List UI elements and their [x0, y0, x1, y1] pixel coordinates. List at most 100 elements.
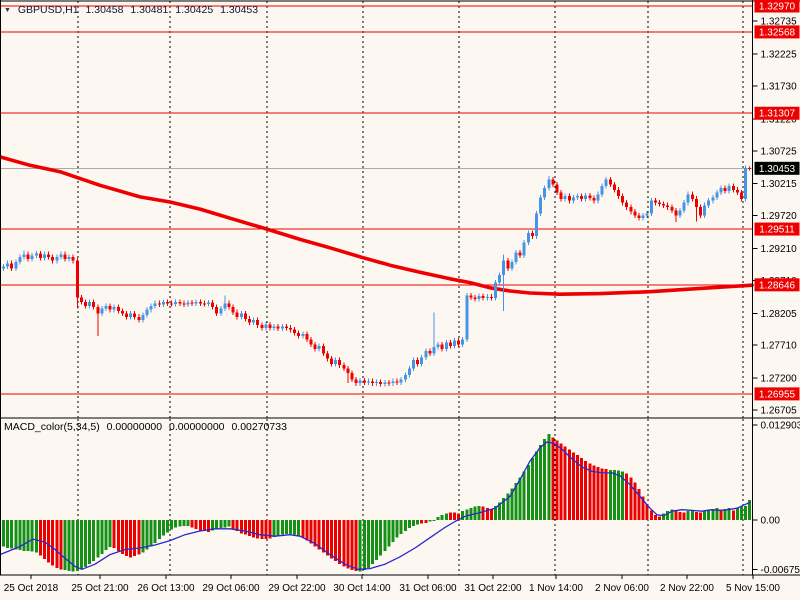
time-axis[interactable]: 25 Oct 2018 25 Oct 21:00 26 Oct 13:00 29 Oc…	[4, 575, 781, 594]
candle-body	[379, 381, 383, 384]
macd-bar	[272, 520, 276, 537]
macd-bar	[84, 520, 87, 568]
macd-bar	[207, 520, 210, 532]
macd-bar	[354, 520, 358, 571]
candle-body	[362, 380, 366, 383]
candle-body	[223, 303, 227, 309]
macd-bar	[104, 520, 108, 551]
macd-bar	[539, 444, 543, 520]
candle-body	[342, 365, 346, 369]
candle-body	[10, 263, 14, 269]
macd-bar	[662, 513, 666, 520]
macd-bar	[186, 520, 190, 526]
moving-average-line[interactable]	[0, 155, 754, 297]
macd-bar	[699, 512, 702, 520]
macd-bar	[231, 520, 235, 529]
candle-body	[88, 301, 92, 306]
macd-bar	[305, 520, 309, 541]
macd-bar	[526, 464, 530, 520]
macd-histogram	[2, 433, 752, 572]
candle-body	[161, 301, 165, 305]
macd-bar	[137, 520, 141, 555]
candle-body	[268, 324, 272, 328]
macd-bar	[637, 489, 641, 520]
candle-body	[297, 332, 301, 337]
candle-body	[510, 262, 514, 269]
candle-body	[658, 202, 661, 204]
price-label-box	[754, 387, 800, 401]
candle-body	[18, 256, 22, 263]
candle-body	[469, 295, 473, 298]
macd-bar	[362, 520, 366, 571]
macd-bar	[489, 508, 493, 520]
candle-body	[584, 195, 588, 199]
macd-bar	[366, 520, 370, 568]
macd-bar	[440, 514, 444, 520]
price-tick-label: 1.26705	[761, 406, 798, 417]
candle-body	[670, 207, 674, 211]
macd-bar	[694, 511, 698, 520]
candle-body	[153, 303, 157, 306]
macd-bar	[379, 520, 383, 556]
macd-bar	[403, 520, 407, 532]
macd-bar	[268, 520, 272, 539]
candle-body	[719, 187, 723, 193]
macd-bar	[498, 502, 502, 520]
macd-bar	[14, 520, 18, 550]
macd-bar	[43, 520, 46, 560]
macd-bar	[235, 520, 239, 532]
price-label-box-text: 1.28646	[759, 280, 796, 291]
candle-body	[14, 262, 18, 269]
macd-tick-label: 0.00	[761, 516, 781, 527]
price-tick-label: 1.28205	[761, 309, 798, 320]
macd-bar	[79, 520, 83, 570]
macd-bar	[178, 520, 182, 527]
candle-body	[174, 301, 178, 304]
time-tick-label: 29 Oct 06:00	[202, 583, 260, 594]
macd-axis[interactable]: 0.012903 0.00 -0.006757	[752, 421, 800, 577]
candle-body	[59, 254, 63, 257]
candle-body	[92, 301, 96, 308]
price-tick-label: 1.32735	[761, 17, 798, 28]
candle-body	[309, 339, 313, 345]
candle-body	[580, 196, 584, 199]
candle-body	[30, 255, 34, 259]
candle-body	[366, 381, 370, 383]
candle-body	[424, 350, 428, 358]
price-label-box-text: 1.32568	[759, 27, 796, 38]
macd-bar	[166, 520, 169, 533]
macd-bar	[588, 463, 592, 520]
candle-body	[112, 307, 116, 310]
macd-bar	[686, 511, 690, 520]
candle-body	[526, 232, 530, 243]
candle-body	[375, 381, 379, 384]
macd-bar	[18, 520, 22, 551]
price-label-box-text: 1.26955	[759, 389, 796, 400]
symbol-ohlc-label: ▼ GBPUSD,H1 1.30458 1.30481 1.30425 1.30…	[4, 4, 262, 17]
macd-bar	[580, 458, 584, 520]
macd-bar	[707, 509, 711, 520]
macd-bar	[494, 506, 497, 520]
price-label-box	[754, 161, 800, 175]
macd-bar	[2, 520, 5, 547]
macd-bar	[120, 520, 124, 554]
macd-bar	[145, 520, 149, 550]
candle-body	[313, 344, 317, 350]
macd-bar	[116, 520, 120, 551]
candle-body	[604, 179, 608, 186]
candle-body	[637, 215, 641, 219]
macd-bar	[407, 520, 411, 529]
macd-bar	[342, 520, 346, 567]
macd-bar	[280, 520, 284, 535]
macd-signal-line[interactable]	[0, 441, 751, 570]
macd-bar	[502, 497, 506, 520]
price-axis[interactable]: 1.32735 1.32225 1.31730 1.31220 1.30725 1.302…	[752, 0, 800, 417]
candle-body	[239, 313, 243, 317]
candle-body	[649, 200, 653, 214]
candle-body	[227, 303, 231, 308]
macd-bar	[350, 520, 354, 571]
level-lines[interactable]	[0, 5, 753, 395]
macd-bar	[256, 520, 260, 539]
